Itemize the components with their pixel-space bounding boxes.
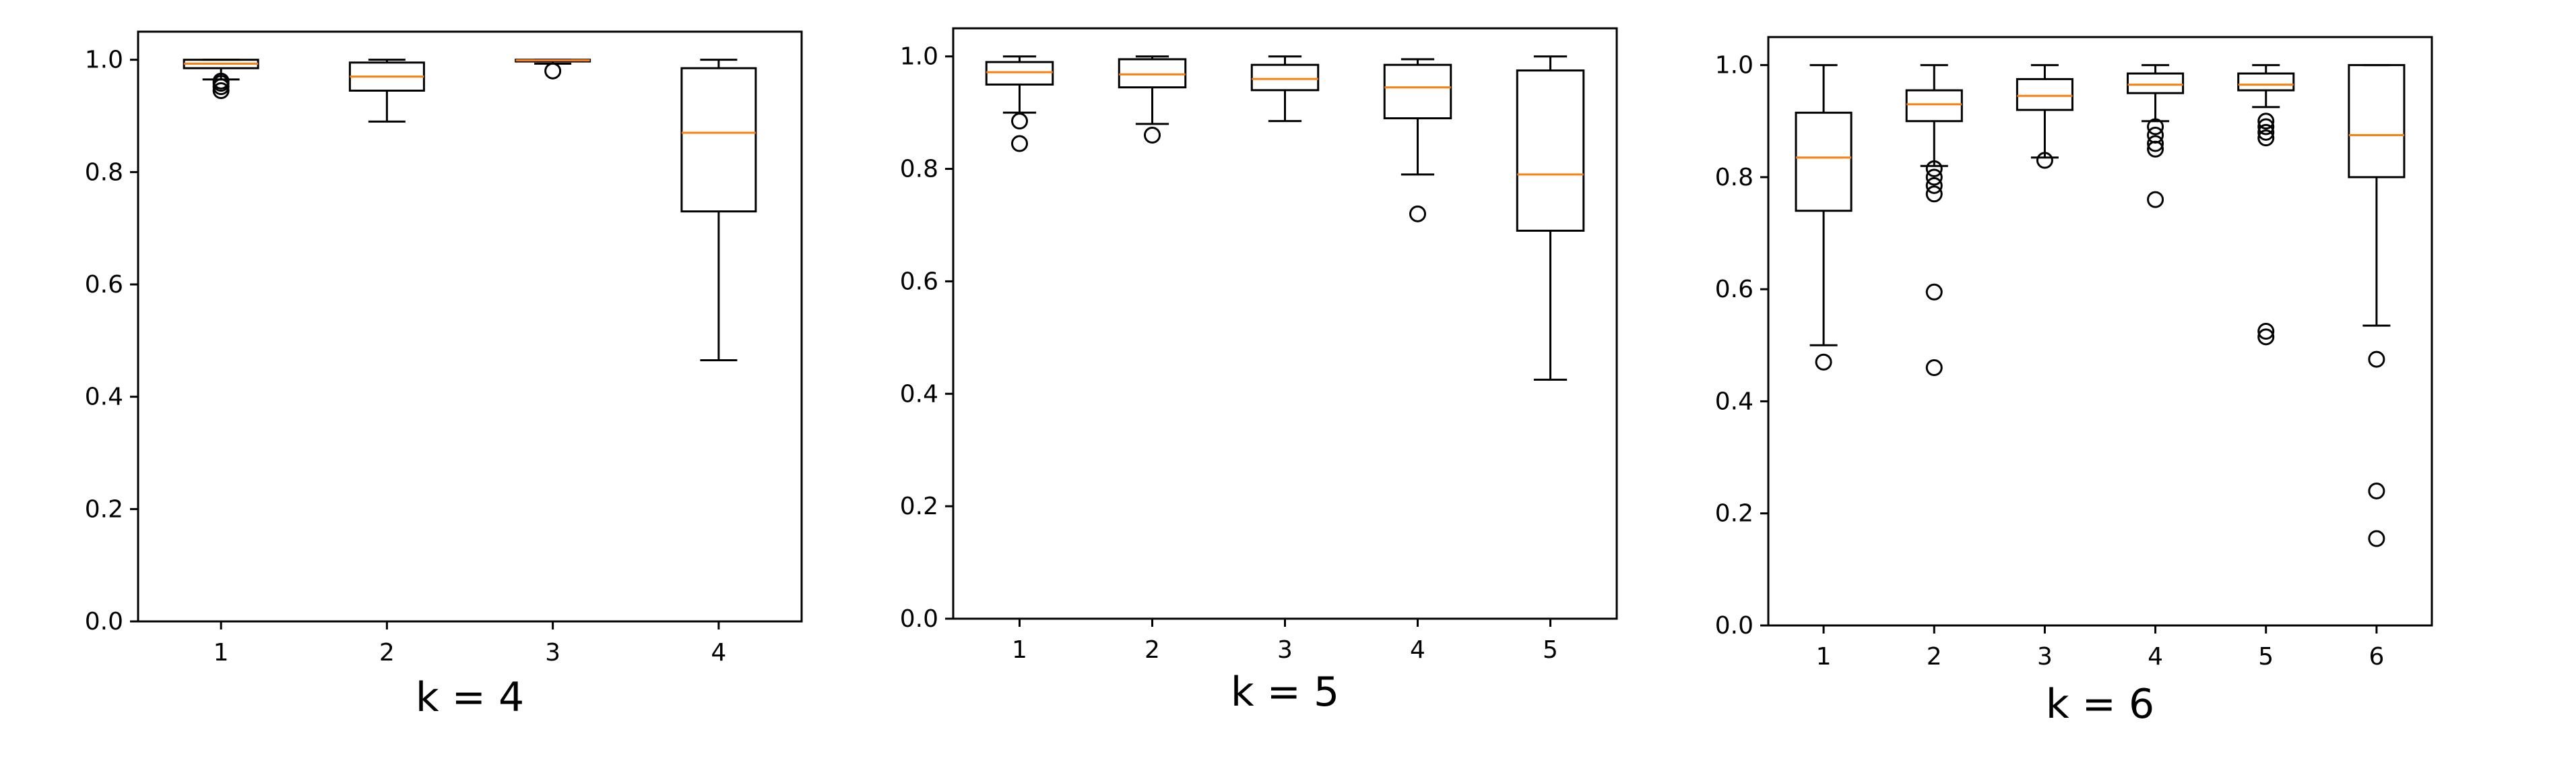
axes-frame: [1767, 36, 2433, 627]
iqr-box: [1516, 69, 1585, 232]
y-tick-label: 0.4: [900, 380, 938, 408]
axes-frame: [137, 30, 803, 623]
x-tick-label: 1: [1012, 636, 1027, 664]
outlier-point: [2257, 328, 2275, 346]
y-tick-label: 0.0: [1715, 612, 1753, 640]
box-2: [348, 59, 425, 123]
y-tick-label: 0.2: [900, 493, 938, 520]
outlier-point: [2368, 350, 2385, 368]
outlier-point: [1925, 283, 1943, 301]
outlier-point: [1925, 160, 1943, 177]
box-4: [1383, 58, 1452, 222]
box-3: [515, 59, 591, 80]
y-tick-label: 1.0: [85, 47, 123, 74]
outlier-point: [544, 62, 562, 80]
y-tick-label: 0.2: [85, 495, 123, 523]
x-tick-label: 2: [1927, 643, 1942, 671]
x-axis-label: k = 5: [1231, 669, 1339, 716]
outlier-point: [2257, 129, 2275, 147]
box-1: [1795, 64, 1853, 371]
y-tick-label: 1.0: [900, 43, 938, 71]
outlier-point: [2368, 482, 2385, 499]
x-tick-label: 1: [1816, 643, 1832, 671]
box-5: [2237, 64, 2295, 346]
iqr-box: [2127, 72, 2185, 94]
box-6: [2348, 64, 2406, 547]
y-tick-label: 0.6: [900, 268, 938, 295]
outlier-point: [2257, 323, 2275, 340]
outlier-point: [212, 72, 230, 90]
outlier-point: [1925, 185, 1943, 203]
y-tick-label: 1.0: [1715, 52, 1753, 80]
y-tick-label: 0.6: [85, 271, 123, 299]
iqr-box: [1383, 63, 1452, 119]
chart-panel-1: 0.0 0.2 0.4 0.6 0.8 1.0 1 2 3 4 k = 4: [85, 30, 803, 721]
outlier-point: [2147, 191, 2164, 208]
box-5: [1516, 55, 1585, 381]
iqr-box: [680, 67, 757, 213]
iqr-box: [1118, 58, 1187, 89]
x-tick-label: 1: [214, 639, 229, 667]
outlier-point: [1815, 353, 1832, 371]
x-tick-label: 3: [2037, 643, 2053, 671]
y-tick-label: 0.4: [1715, 388, 1753, 415]
iqr-box: [1905, 89, 1963, 123]
outlier-point: [1925, 177, 1943, 194]
x-tick-label: 4: [711, 639, 726, 667]
chart-panel-2: 0.0 0.2 0.4 0.6 0.8 1.0 1 2 3 4 5 k = 5: [900, 27, 1618, 716]
x-axis-label: k = 4: [416, 674, 524, 721]
outlier-point: [2036, 152, 2053, 169]
x-tick-label: 2: [379, 639, 395, 667]
box-3: [2016, 64, 2073, 169]
x-axis-label: k = 6: [2046, 681, 2154, 728]
outlier-point: [1011, 113, 1028, 130]
outlier-point: [2147, 118, 2164, 135]
x-tick-label: 2: [1145, 636, 1160, 664]
y-tick-label: 0.6: [1715, 276, 1753, 303]
outlier-point: [2257, 113, 2275, 130]
outlier-point: [2147, 140, 2164, 158]
y-tick-label: 0.4: [85, 383, 123, 411]
chart-panel-3: 0.0 0.2 0.4 0.6 0.8 1.0 1 2 3 4 5 6 k = 6: [1715, 36, 2433, 728]
outlier-point: [1925, 168, 1943, 186]
outlier-point: [1409, 205, 1426, 222]
y-tick-label: 0.0: [900, 605, 938, 633]
box-1: [183, 59, 259, 99]
x-tick-label: 5: [1543, 636, 1558, 664]
box-3: [1250, 55, 1320, 123]
x-tick-label: 4: [1410, 636, 1425, 664]
x-tick-label: 6: [2369, 643, 2384, 671]
y-tick-label: 0.8: [85, 158, 123, 186]
iqr-box: [985, 61, 1054, 86]
y-tick-label: 0.2: [1715, 500, 1753, 528]
box-4: [680, 59, 757, 361]
iqr-box: [1795, 111, 1853, 212]
outlier-point: [1144, 127, 1161, 144]
iqr-box: [2237, 72, 2295, 92]
iqr-box: [2016, 78, 2073, 111]
x-tick-label: 3: [1277, 636, 1293, 664]
outlier-point: [2147, 135, 2164, 152]
box-1: [985, 55, 1054, 152]
box-2: [1118, 55, 1187, 144]
outlier-point: [1925, 359, 1943, 377]
x-tick-label: 5: [2258, 643, 2274, 671]
outlier-point: [2368, 530, 2385, 547]
x-tick-label: 4: [2148, 643, 2163, 671]
x-tick-label: 3: [545, 639, 560, 667]
outlier-point: [1011, 135, 1028, 152]
box-4: [2127, 64, 2185, 208]
iqr-box: [2348, 64, 2406, 179]
outlier-point: [2257, 123, 2275, 141]
box-2: [1905, 64, 1963, 377]
iqr-box: [1250, 63, 1320, 92]
y-tick-label: 0.8: [1715, 164, 1753, 191]
y-tick-label: 0.8: [900, 156, 938, 183]
y-tick-label: 0.0: [85, 608, 123, 636]
outlier-point: [2257, 118, 2275, 135]
